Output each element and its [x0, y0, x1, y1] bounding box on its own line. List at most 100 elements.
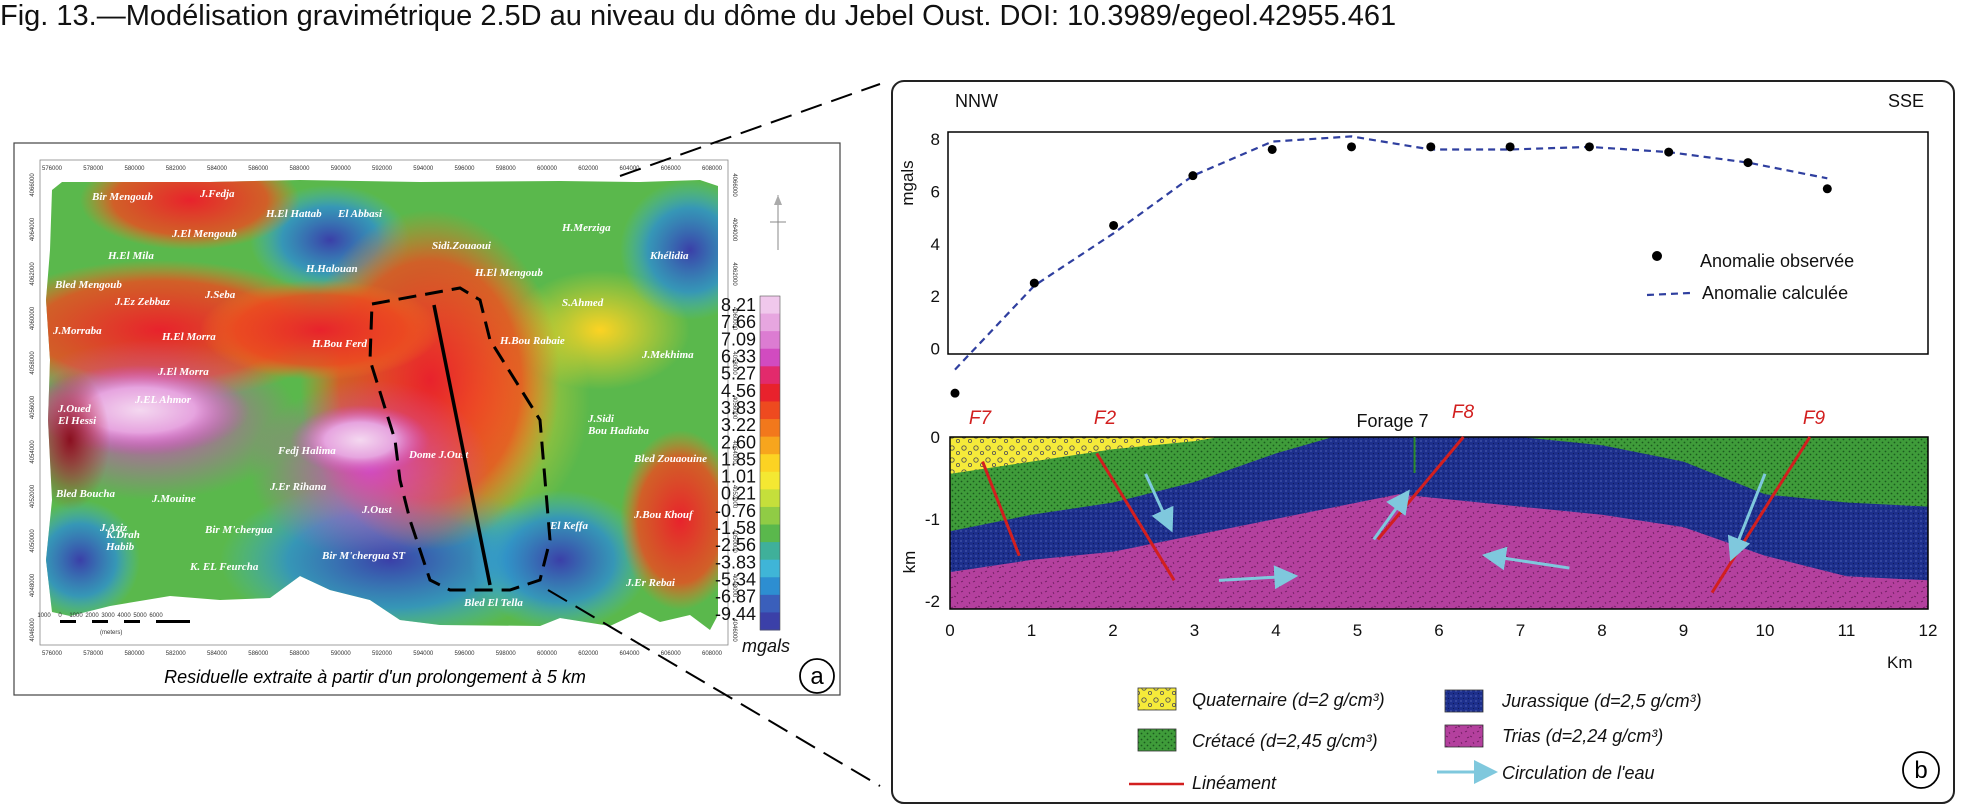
place-name-j-morraba: J.Morraba — [52, 325, 102, 337]
north-arrow-icon — [770, 195, 786, 250]
map-x-tick-top: 594000 — [413, 166, 434, 172]
gravity-residual-map — [46, 180, 718, 630]
scale-tick: 0 — [58, 613, 62, 619]
colorbar-label: 1.85 — [721, 449, 756, 469]
place-name-h-merziga: H.Merziga — [561, 222, 611, 234]
map-y-tick-right: 4046000 — [731, 618, 737, 642]
legend-label-jurassique: Jurassique (d=2,5 g/cm³) — [1501, 691, 1702, 711]
layer-quaternaire — [950, 437, 1219, 474]
geology-legend: Quaternaire (d=2 g/cm³) Crétacé (d=2,45 … — [1129, 687, 1702, 793]
colorbar-swatch — [760, 559, 780, 578]
colorbar-unit: mgals — [742, 636, 790, 656]
map-y-tick-left: 4064000 — [30, 217, 36, 241]
map-y-tick-left: 4052000 — [30, 484, 36, 508]
map-x-tick-top: 602000 — [578, 166, 599, 172]
colorbar-label: 2.60 — [721, 432, 756, 452]
colorbar: 8.217.667.096.335.274.563.833.222.601.85… — [715, 295, 781, 631]
cross-section-x-tick: 5 — [1353, 621, 1362, 640]
colorbar-swatch — [760, 489, 780, 508]
scale-tick: 3000 — [101, 613, 115, 619]
place-name-s-ahmed: S.Ahmed — [562, 297, 604, 309]
place-name-j-aziz: J.Aziz — [99, 522, 128, 534]
place-name-bled-boucha: Bled Boucha — [55, 488, 115, 500]
water-circulation-arrow — [1727, 473, 1767, 562]
map-x-tick-top: 606000 — [661, 166, 682, 172]
colorbar-label: 8.21 — [721, 295, 756, 315]
water-circulation-arrow — [1372, 489, 1410, 541]
colorbar-swatch — [760, 331, 780, 350]
map-x-tick-top: 580000 — [124, 166, 145, 172]
cross-section-x-tick: 12 — [1919, 621, 1938, 640]
place-name-el-keffa: El Keffa — [549, 520, 588, 532]
place-name-j-el-morra: J.El Morra — [157, 366, 209, 378]
panel-b-badge: b — [1902, 751, 1940, 789]
dome-outline — [368, 286, 552, 592]
map-x-tick-bottom: 576000 — [42, 651, 63, 657]
colorbar-swatch — [760, 436, 780, 455]
observed-point — [1743, 158, 1753, 168]
place-name-j-sidi-bou-hadiaba: J.Sidi Bou Hadiaba — [587, 413, 649, 437]
legend-label-lineament: Linéament — [1192, 773, 1277, 793]
panel-a-badge: a — [799, 658, 835, 694]
map-x-tick-top: 582000 — [166, 166, 187, 172]
colorbar-swatch — [760, 612, 780, 631]
cross-section-y-tick: -2 — [925, 592, 940, 611]
anomaly-y-tick: 2 — [931, 287, 940, 306]
observed-point — [1109, 220, 1119, 230]
cross-section: F7 F2 F8 F9 Forage 7 0 1 2 3 4 5 6 7 8 9 10 11 12 0-1-2… — [900, 402, 1937, 672]
observed-point — [1267, 144, 1277, 154]
scale-tick: 1000 — [37, 613, 51, 619]
place-name-fedj-halima: Fedj Halima — [277, 445, 336, 457]
place-name-sidi-zouaoui: Sidi.Zouaoui — [432, 240, 492, 252]
scale-tick: 6000 — [149, 613, 163, 619]
observed-point — [1584, 142, 1594, 152]
legend-marker-observee — [1652, 251, 1662, 261]
map-y-tick-right: 4052000 — [731, 485, 737, 509]
place-name-h-el-mila: H.El Mila — [107, 250, 154, 262]
colorbar-label: -9.44 — [715, 604, 756, 624]
map-y-ticks-left: 4066000 4064000 4062000 4060000 4058000 40560… — [30, 173, 36, 642]
anomaly-y-axis-label: mgals — [898, 160, 917, 205]
place-name-h-halouan: H.Halouan — [305, 263, 358, 275]
colorbar-label: 1.01 — [721, 467, 756, 487]
observed-point — [1664, 147, 1674, 157]
cross-section-x-tick: 9 — [1679, 621, 1688, 640]
legend-swatch-trias — [1444, 724, 1484, 748]
map-y-tick-left: 4066000 — [30, 173, 36, 197]
place-name-bled-mengoub: Bled Mengoub — [54, 279, 122, 291]
legend-label-cretace: Crétacé (d=2,45 g/cm³) — [1192, 731, 1378, 751]
map-x-tick-top: 586000 — [248, 166, 269, 172]
anomaly-y-tick: 6 — [931, 182, 940, 201]
map-y-tick-left: 4048000 — [30, 573, 36, 597]
profile-line — [432, 304, 492, 586]
map-x-tick-top: 598000 — [496, 166, 517, 172]
cross-section-x-axis-label: Km — [1887, 653, 1913, 672]
scale-tick: 1000 — [69, 613, 83, 619]
fault-line-f8 — [1376, 436, 1465, 541]
map-y-tick-left: 4058000 — [30, 351, 36, 375]
observed-point — [1505, 142, 1515, 152]
place-name-j-mekhima: J.Mekhima — [641, 349, 694, 361]
place-name-k-drah-habib: K.Drah Habib — [105, 529, 140, 553]
place-name-k-el-feurcha: K. EL Feurcha — [189, 561, 259, 573]
cross-section-x-tick: 11 — [1838, 621, 1856, 640]
colorbar-label: 5.27 — [721, 364, 756, 384]
anomaly-y-tick: 0 — [931, 340, 940, 359]
map-y-tick-left: 4062000 — [30, 262, 36, 286]
panel-a-badge-label: a — [810, 663, 824, 690]
layer-cretace — [950, 437, 1928, 532]
connector-line-top — [619, 83, 881, 177]
fault-line-f9 — [1710, 436, 1812, 594]
colorbar-swatch — [760, 383, 780, 402]
cross-section-x-tick: 3 — [1190, 621, 1199, 640]
place-name-bir-mengoub: Bir Mengoub — [91, 191, 153, 203]
place-name-kh-lidia: Khélidia — [649, 250, 689, 262]
map-x-tick-top: 590000 — [331, 166, 352, 172]
map-y-tick-right: 4050000 — [731, 529, 737, 553]
place-name-bir-m-chergua: Bir M'chergua — [204, 524, 273, 536]
cross-section-frame — [949, 436, 1929, 610]
map-x-tick-bottom: 602000 — [578, 651, 599, 657]
sse-label: SSE — [1888, 91, 1924, 111]
colorbar-label: 6.33 — [721, 346, 756, 366]
map-x-tick-top: 576000 — [42, 166, 63, 172]
